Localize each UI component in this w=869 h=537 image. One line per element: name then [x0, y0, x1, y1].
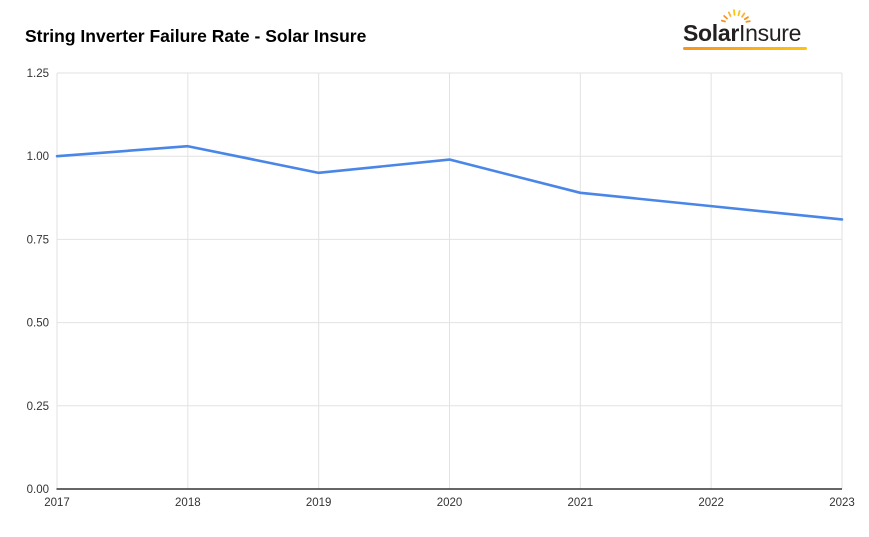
y-axis-tick-label: 1.00	[27, 151, 49, 163]
sun-rays-icon	[721, 9, 751, 23]
logo-text-solar: Solar	[683, 20, 740, 46]
y-axis-tick-label: 0.50	[27, 318, 49, 330]
logo-underline	[683, 47, 807, 50]
x-axis-tick-label: 2021	[568, 497, 594, 509]
x-axis-tick-label: 2018	[175, 497, 201, 509]
x-axis-tick-label: 2019	[306, 497, 332, 509]
x-axis-tick-label: 2023	[829, 497, 855, 509]
x-axis-tick-label: 2020	[437, 497, 463, 509]
x-axis-tick-label: 2022	[698, 497, 724, 509]
solar-insure-logo: SolarInsure	[683, 8, 811, 50]
series-line	[55, 144, 844, 221]
logo-wordmark: SolarInsure	[683, 21, 811, 46]
y-axis-tick-label: 0.00	[27, 484, 49, 496]
page-title: String Inverter Failure Rate - Solar Ins…	[25, 26, 367, 46]
logo-text-insure: Insure	[739, 20, 802, 46]
y-axis-tick-label: 1.25	[27, 68, 49, 80]
x-axis-tick-label: 2017	[44, 497, 70, 509]
y-axis-tick-label: 0.75	[27, 234, 49, 246]
y-axis-tick-label: 0.25	[27, 401, 49, 413]
